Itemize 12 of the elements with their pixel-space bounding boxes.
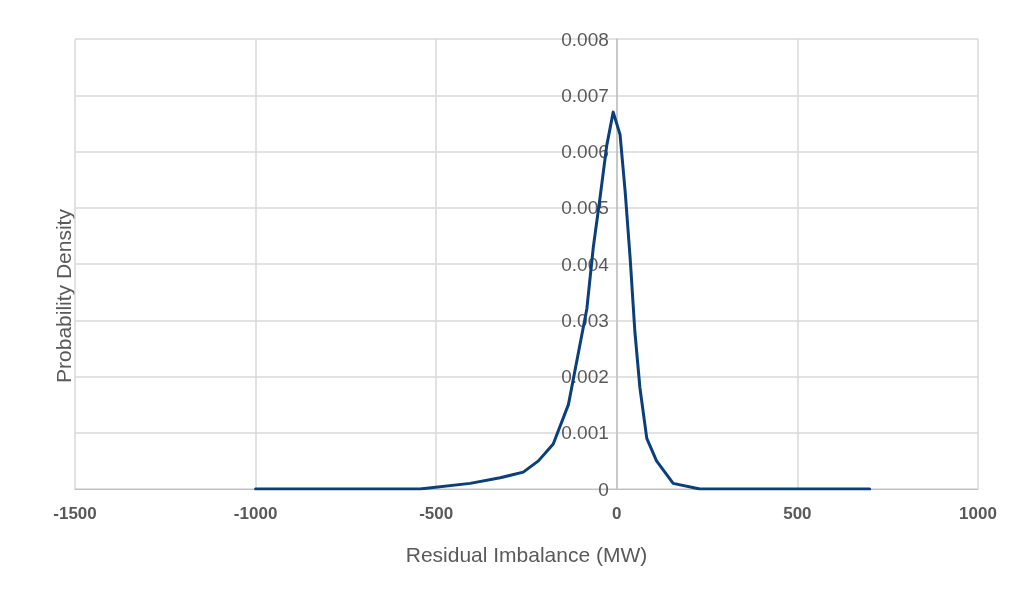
y-axis-title: Probability Density bbox=[52, 208, 75, 383]
x-tick-label: 1000 bbox=[959, 504, 997, 523]
x-axis-title: Residual Imbalance (MW) bbox=[405, 543, 648, 566]
y-tick-label: 0.001 bbox=[561, 422, 609, 444]
y-tick-label: 0 bbox=[598, 478, 609, 500]
y-tick-label: 0.007 bbox=[561, 84, 609, 106]
x-tick-label: 500 bbox=[783, 504, 812, 523]
y-tick-label: 0.008 bbox=[561, 28, 609, 50]
x-tick-label: -1000 bbox=[233, 504, 278, 523]
x-tick-label: -500 bbox=[419, 504, 454, 523]
x-tick-label: 0 bbox=[612, 504, 622, 523]
x-tick-label: -1500 bbox=[53, 504, 97, 523]
